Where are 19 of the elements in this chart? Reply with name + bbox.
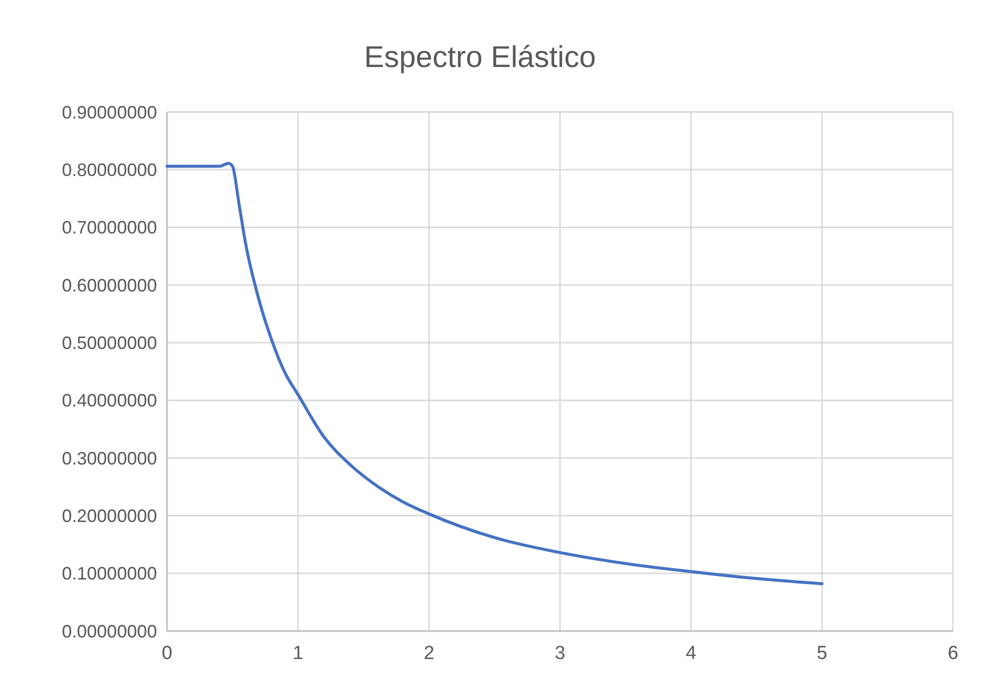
y-tick-label: 0.60000000 [62, 275, 157, 296]
y-tick-label: 0.00000000 [62, 621, 157, 642]
y-tick-label: 0.40000000 [62, 390, 157, 411]
x-tick-label: 3 [554, 643, 566, 664]
x-tick-label: 2 [424, 643, 434, 664]
y-tick-label: 0.20000000 [62, 506, 157, 526]
x-tick-label: 5 [816, 643, 828, 664]
line-series [166, 162, 824, 586]
y-tick-label: 0.90000000 [62, 102, 157, 122]
y-tick-label: 0.30000000 [62, 448, 157, 468]
y-tick-label: 0.10000000 [62, 564, 157, 584]
chart-title: Espectro Elástico [364, 41, 596, 74]
y-tick-label: 0.50000000 [62, 332, 157, 353]
x-tick-label: 4 [686, 643, 697, 664]
y-tick-label: 0.80000000 [62, 160, 157, 180]
x-tick-label: 1 [292, 643, 304, 664]
x-tick-label: 0 [162, 643, 172, 664]
y-tick-label: 0.70000000 [62, 218, 157, 238]
x-tick-label: 6 [948, 643, 958, 664]
